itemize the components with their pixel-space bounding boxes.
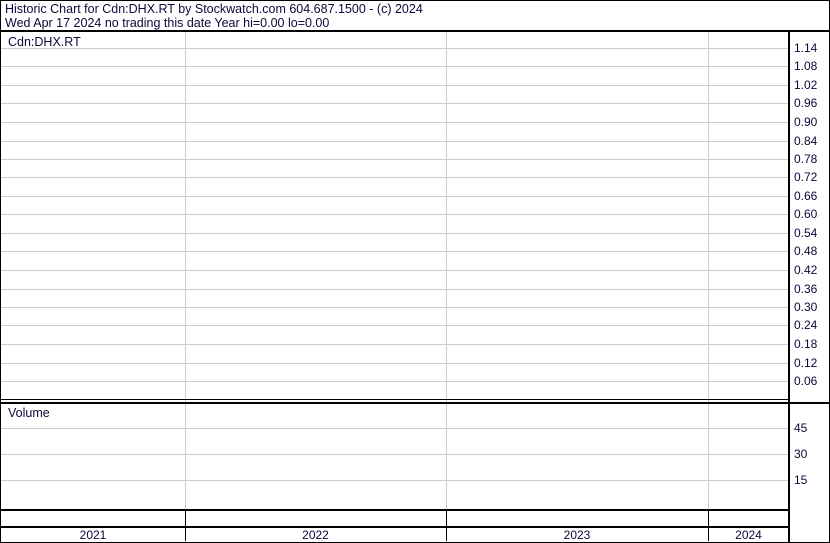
price-tick-label: 1.02 [794,78,818,92]
price-tick-label: 0.96 [794,96,818,110]
price-gridline [1,325,789,326]
price-tick-label: 0.84 [794,134,818,148]
price-gridline [1,214,789,215]
price-tick-label: 0.36 [794,282,818,296]
volume-gridline [1,428,789,429]
price-tick-label: 0.42 [794,263,818,277]
price-gridline [1,363,789,364]
price-gridline [1,177,789,178]
year-axis-divider [0,526,790,528]
year-label: 2021 [79,528,107,542]
price-gridline [1,344,789,345]
year-divider [185,510,186,541]
price-volume-divider [0,399,790,400]
year-label: 2024 [735,528,762,542]
price-gridline [1,251,789,252]
price-volume-divider [0,402,830,404]
volume-tick-label: 45 [794,421,808,435]
price-tick-label: 0.24 [794,318,818,332]
year-gridline [446,32,447,510]
price-gridline [1,270,789,271]
price-gridline [1,381,789,382]
price-tick-label: 0.66 [794,189,818,203]
price-gridline [1,48,789,49]
price-tick-label: 0.06 [794,374,818,388]
price-gridline [1,103,789,104]
price-tick-label: 0.12 [794,356,818,370]
price-gridline [1,307,789,308]
chart-header-title: Historic Chart for Cdn:DHX.RT by Stockwa… [5,2,423,16]
volume-tick-label: 30 [794,447,808,461]
volume-tick-label: 15 [794,473,808,487]
year-divider [708,510,709,541]
price-tick-label: 0.18 [794,337,818,351]
price-tick-label: 1.14 [794,41,818,55]
volume-gridline [1,454,789,455]
price-gridline [1,289,789,290]
right-axis-line [788,32,790,542]
price-tick-label: 0.78 [794,152,818,166]
price-gridline [1,233,789,234]
volume-bottom-divider [0,509,790,511]
price-gridline [1,159,789,160]
price-gridline [1,122,789,123]
year-divider [446,510,447,541]
price-tick-label: 0.48 [794,244,818,258]
year-gridline [185,32,186,510]
year-label: 2023 [563,528,591,542]
price-gridline [1,141,789,142]
price-gridline [1,196,789,197]
year-gridline [708,32,709,510]
price-tick-label: 0.72 [794,170,818,184]
year-label: 2022 [302,528,329,542]
price-tick-label: 1.08 [794,59,818,73]
header-divider [0,30,830,32]
price-tick-label: 0.90 [794,115,818,129]
volume-gridline [1,480,789,481]
volume-panel-label: Volume [8,406,50,420]
price-tick-label: 0.60 [794,207,818,221]
chart-header-status: Wed Apr 17 2024 no trading this date Yea… [5,16,330,30]
price-gridline [1,85,789,86]
price-tick-label: 0.54 [794,226,818,240]
price-tick-label: 0.30 [794,300,818,314]
price-panel-label: Cdn:DHX.RT [8,35,81,49]
price-gridline [1,66,789,67]
